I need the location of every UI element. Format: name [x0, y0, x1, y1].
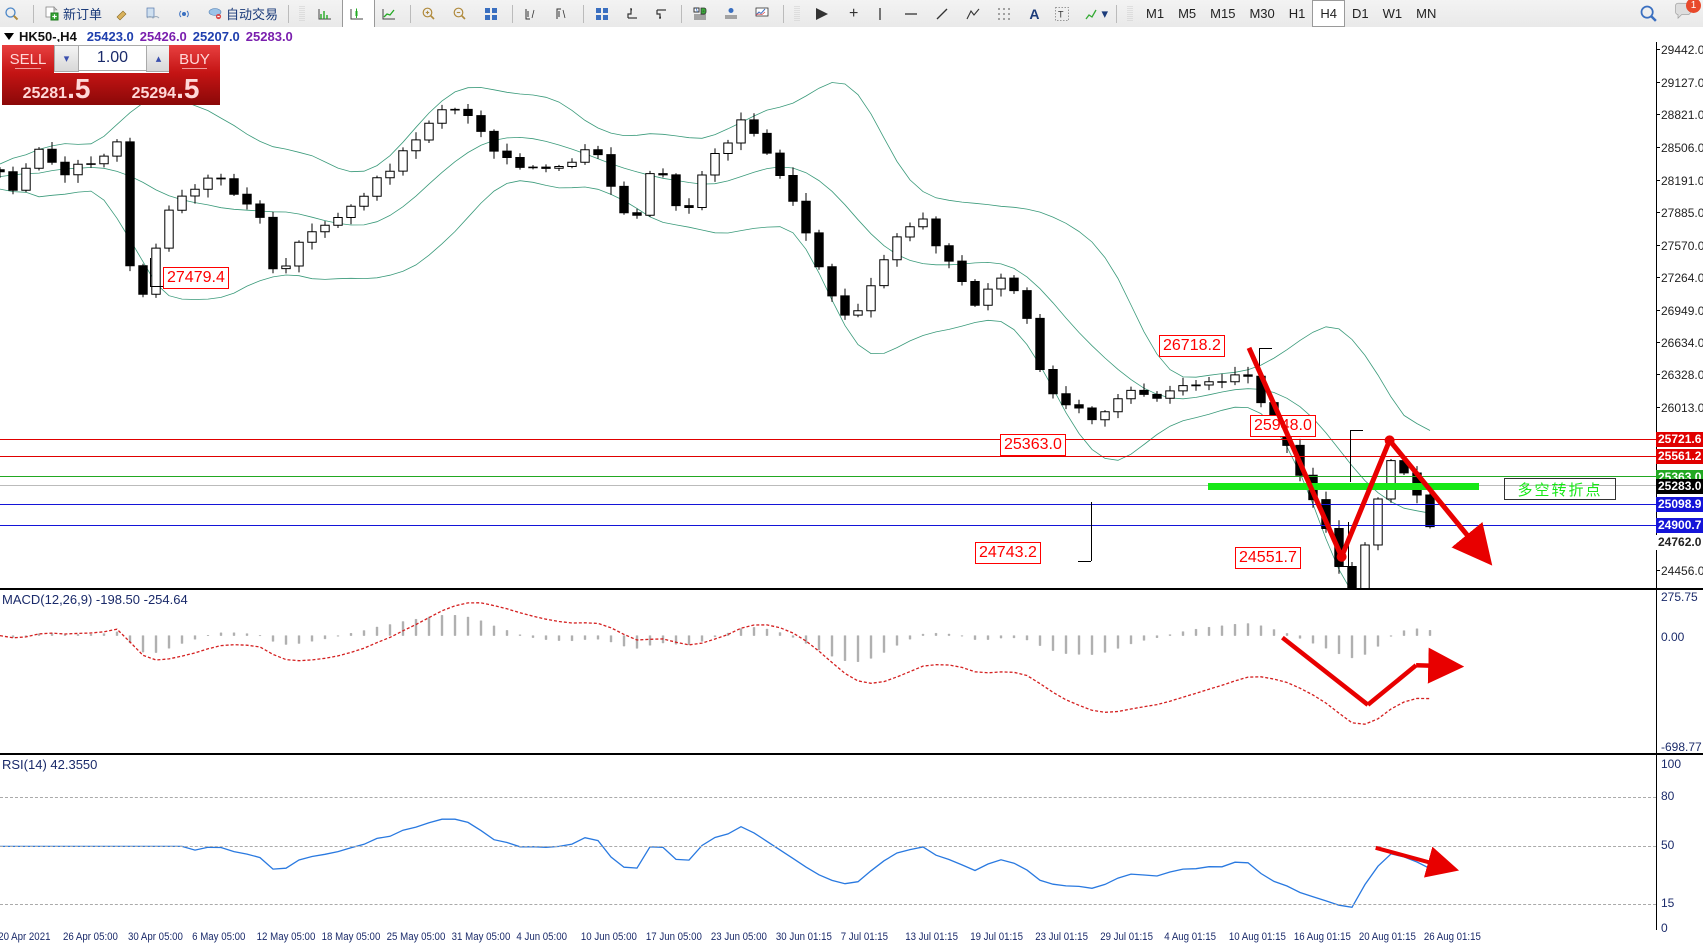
svg-text:T: T	[1058, 9, 1064, 19]
